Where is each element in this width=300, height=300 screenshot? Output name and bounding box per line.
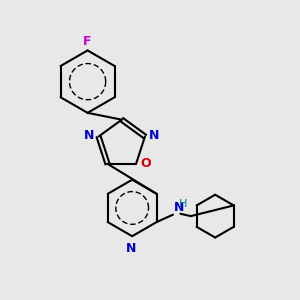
Text: N: N (125, 242, 136, 255)
Text: O: O (140, 157, 151, 170)
Text: N: N (149, 128, 159, 142)
Text: N: N (84, 128, 95, 142)
Text: H: H (179, 199, 187, 209)
Text: N: N (174, 201, 184, 214)
Text: F: F (83, 35, 92, 48)
